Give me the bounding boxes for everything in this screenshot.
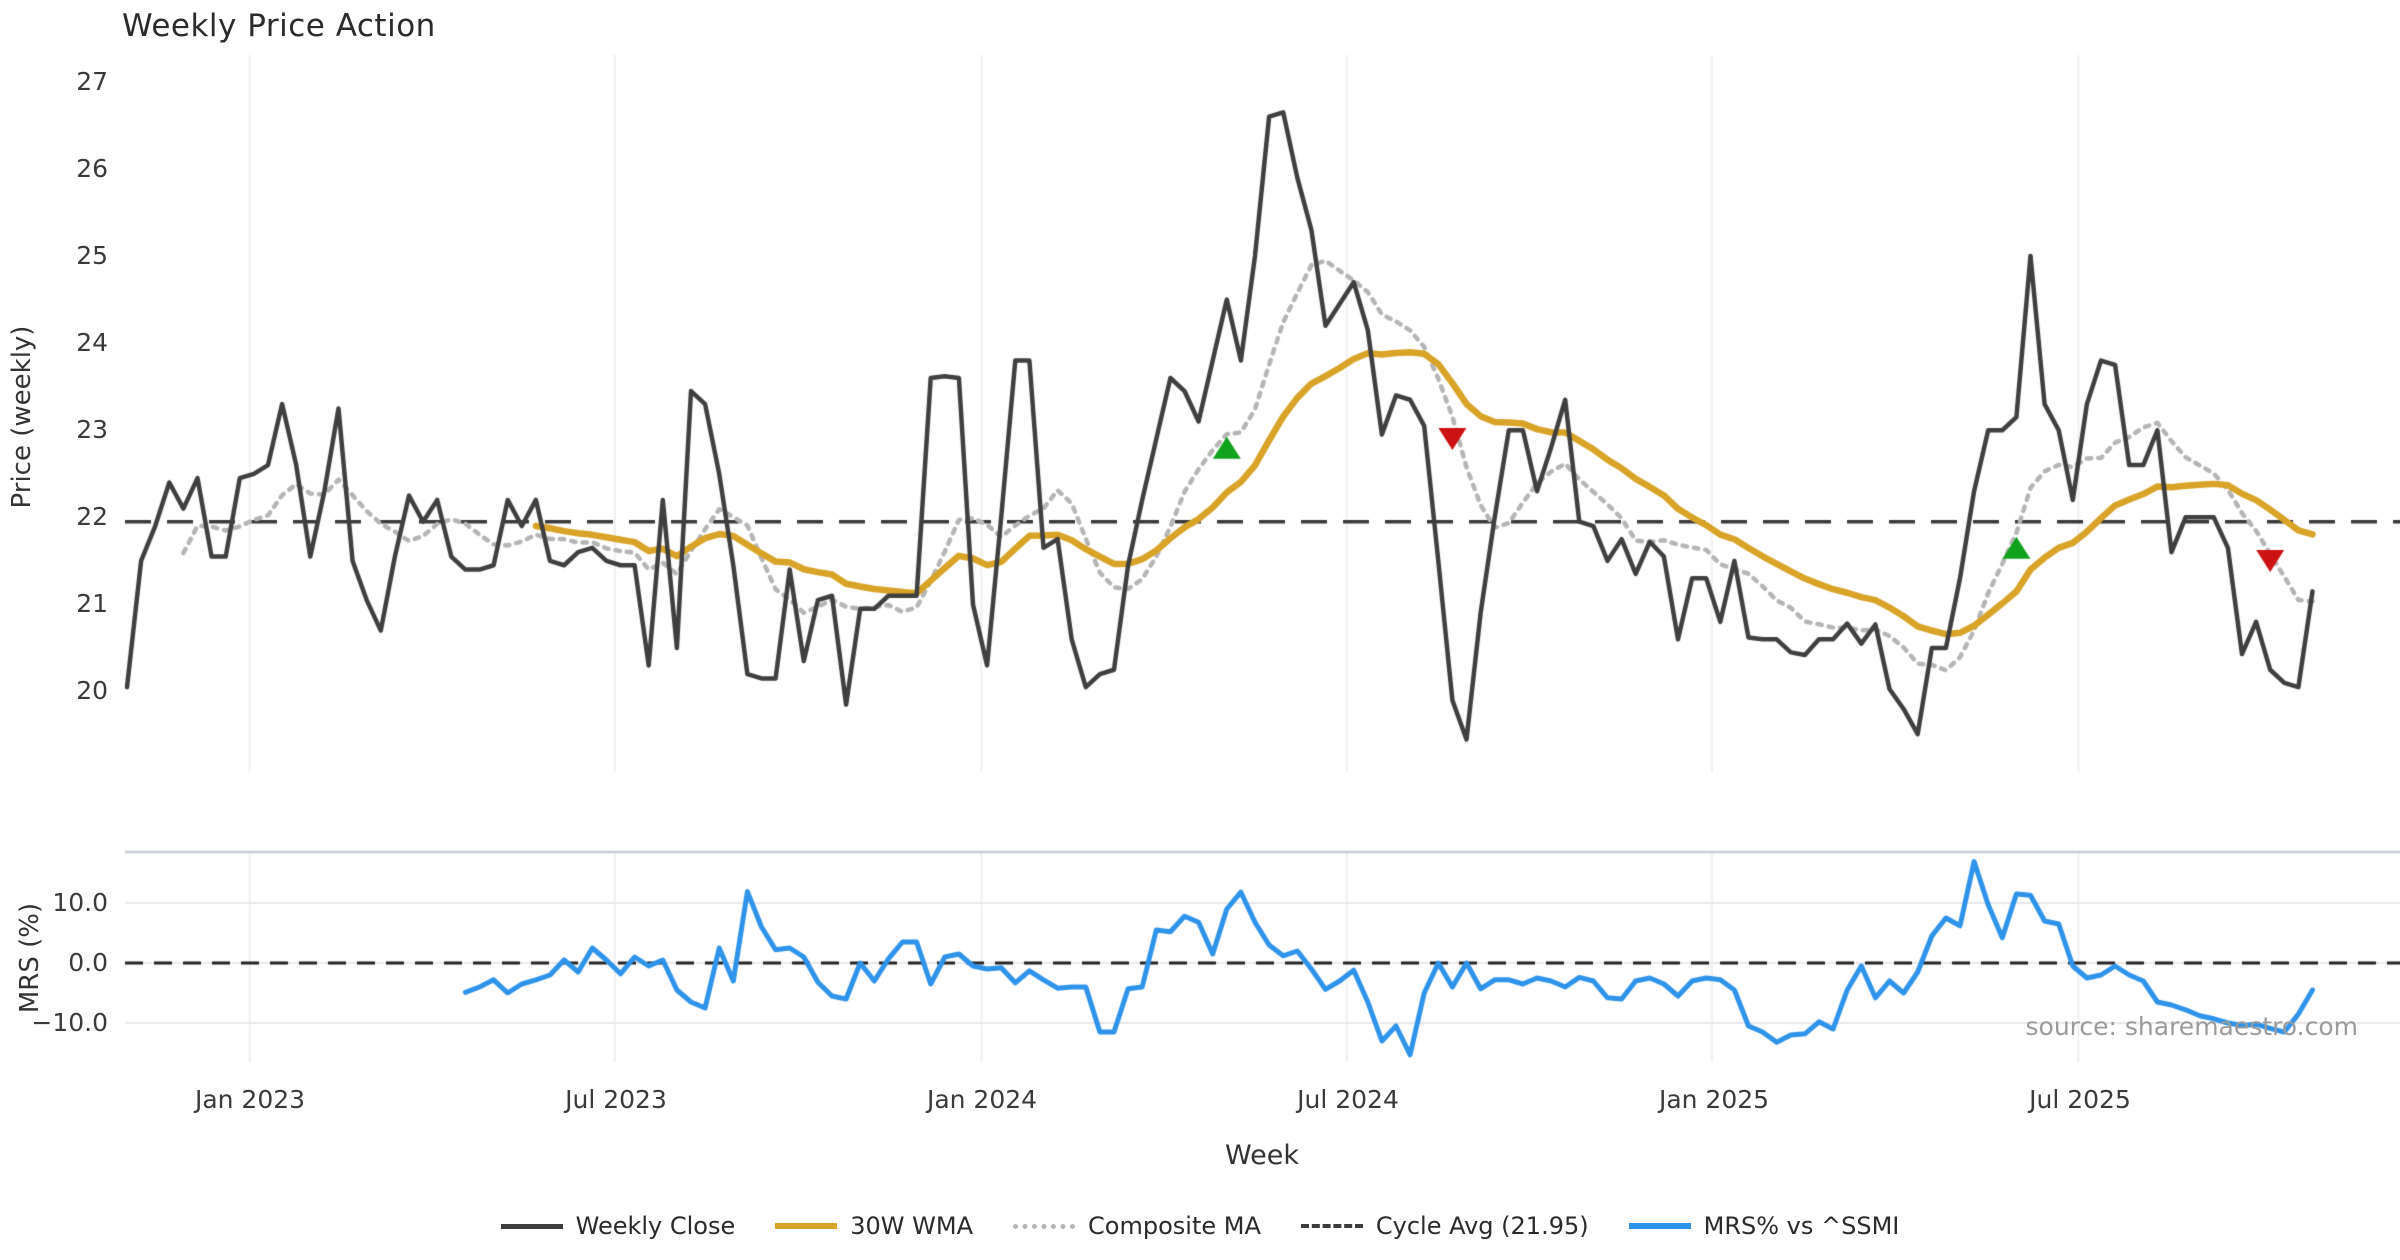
price-tick-23: 23: [76, 415, 108, 444]
x-tick-jan-2024: Jan 2024: [926, 1085, 1038, 1114]
solid-line-swatch-icon: [500, 1223, 563, 1229]
x-tick-jul-2023: Jul 2023: [565, 1085, 667, 1114]
legend-label: Cycle Avg (21.95): [1375, 1212, 1589, 1240]
legend-item-30w-wma: 30W WMA: [775, 1212, 973, 1240]
price-tick-24: 24: [76, 328, 108, 357]
price-tick-27: 27: [76, 67, 108, 96]
legend-item-cycle-avg: Cycle Avg (21.95): [1300, 1212, 1589, 1240]
price-axis-label: Price (weekly): [7, 325, 37, 509]
mrs-axis-label: MRS (%): [15, 902, 45, 1014]
legend-item-composite-ma: Composite MA: [1013, 1212, 1261, 1240]
mrs-tick-0: 0.0: [68, 948, 108, 977]
price-tick-20: 20: [76, 676, 108, 705]
legend-item-weekly-close: Weekly Close: [500, 1212, 736, 1240]
dotted-line-swatch-icon: [1013, 1223, 1076, 1229]
dashed-line-swatch-icon: [1300, 1224, 1363, 1228]
chart-title: Weekly Price Action: [122, 8, 436, 44]
x-tick-jul-2025: Jul 2025: [2029, 1085, 2131, 1114]
legend-item-mrs-vs-ssmi: MRS% vs ^SSMI: [1628, 1212, 1900, 1240]
solid-line-swatch-icon: [1628, 1223, 1691, 1229]
price-tick-21: 21: [76, 589, 108, 618]
legend-label: MRS% vs ^SSMI: [1703, 1212, 1900, 1240]
x-axis-label: Week: [1225, 1140, 1299, 1171]
price-tick-25: 25: [76, 241, 108, 270]
price-tick-26: 26: [76, 154, 108, 183]
x-tick-jan-2023: Jan 2023: [194, 1085, 306, 1114]
legend: Weekly Close 30W WMA Composite MA Cycle …: [0, 1212, 2400, 1240]
source-note: source: sharemaestro.com: [2025, 1012, 2359, 1041]
legend-label: Weekly Close: [575, 1212, 736, 1240]
mrs-tick-10: 10.0: [52, 888, 108, 917]
solid-line-swatch-icon: [775, 1223, 838, 1229]
x-tick-jul-2024: Jul 2024: [1297, 1085, 1399, 1114]
price-tick-22: 22: [76, 502, 108, 531]
legend-label: Composite MA: [1088, 1212, 1261, 1240]
legend-label: 30W WMA: [850, 1212, 974, 1240]
mrs-tick-neg10: −10.0: [31, 1008, 108, 1037]
x-tick-jan-2025: Jan 2025: [1658, 1085, 1770, 1114]
